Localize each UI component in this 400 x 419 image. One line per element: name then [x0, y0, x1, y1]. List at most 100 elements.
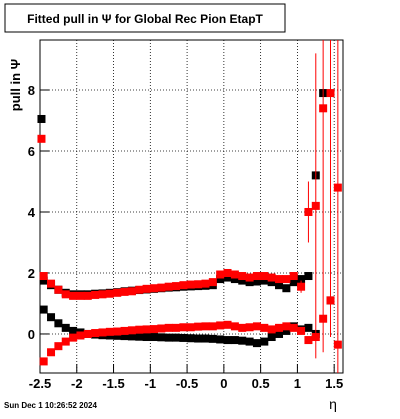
y-tick-label: 6 — [28, 144, 35, 159]
marker — [223, 273, 232, 282]
marker — [98, 290, 107, 299]
marker — [127, 287, 136, 296]
x-tick-label: 1 — [294, 376, 301, 391]
marker — [326, 296, 335, 305]
marker — [120, 332, 129, 341]
marker — [319, 104, 328, 113]
marker — [164, 323, 173, 332]
marker — [267, 333, 276, 342]
marker — [326, 89, 335, 98]
marker — [304, 272, 313, 281]
marker — [275, 281, 284, 290]
chart-title: Fitted pull in Ψ for Global Rec Pion Eta… — [27, 12, 263, 26]
marker — [252, 339, 261, 348]
marker — [61, 290, 70, 299]
marker — [142, 325, 151, 334]
marker — [245, 278, 254, 287]
y-tick-label: 4 — [28, 205, 36, 220]
marker — [275, 323, 284, 332]
marker — [252, 322, 261, 331]
marker — [238, 336, 247, 345]
marker — [282, 275, 291, 284]
marker — [105, 289, 114, 298]
marker — [267, 325, 276, 334]
marker — [238, 323, 247, 332]
marker — [289, 272, 298, 281]
marker — [135, 332, 144, 341]
marker — [311, 333, 320, 342]
marker — [164, 333, 173, 342]
marker — [54, 342, 63, 351]
x-tick-label: -1 — [145, 376, 157, 391]
marker — [208, 322, 217, 331]
x-tick-label: -1.5 — [102, 376, 124, 391]
marker — [157, 283, 166, 292]
marker — [179, 323, 188, 332]
marker — [69, 326, 78, 335]
marker — [179, 333, 188, 342]
marker — [245, 337, 254, 346]
marker — [186, 334, 195, 343]
title-box — [4, 3, 286, 33]
marker — [230, 275, 239, 284]
marker — [105, 327, 114, 336]
marker — [297, 326, 306, 335]
marker — [69, 333, 78, 342]
marker — [208, 278, 217, 287]
marker — [113, 327, 122, 336]
marker — [289, 323, 298, 332]
marker — [47, 313, 56, 322]
marker — [61, 323, 70, 332]
marker — [230, 270, 239, 279]
x-tick-label: 1.5 — [325, 376, 343, 391]
marker — [142, 284, 151, 293]
marker — [69, 291, 78, 300]
marker — [333, 183, 342, 192]
marker — [39, 272, 48, 281]
marker — [245, 323, 254, 332]
marker — [319, 314, 328, 323]
marker — [297, 282, 306, 291]
marker — [216, 275, 225, 284]
marker — [172, 282, 181, 291]
marker — [76, 331, 85, 340]
marker — [238, 272, 247, 281]
marker — [230, 336, 239, 345]
marker — [54, 285, 63, 294]
marker — [282, 322, 291, 331]
marker — [157, 333, 166, 342]
marker — [201, 322, 210, 331]
footer-date: Sun Dec 1 10:26:52 2024 — [4, 401, 97, 410]
marker — [157, 324, 166, 333]
marker — [39, 357, 48, 366]
x-axis-label: η — [329, 396, 337, 412]
marker — [39, 276, 48, 285]
marker — [260, 272, 269, 281]
marker — [135, 325, 144, 334]
marker — [201, 334, 210, 343]
marker — [186, 323, 195, 332]
marker — [216, 335, 225, 344]
y-tick-label: 2 — [28, 266, 35, 281]
marker — [113, 288, 122, 297]
marker — [142, 333, 151, 342]
marker — [127, 326, 136, 335]
marker — [135, 285, 144, 294]
marker — [289, 278, 298, 287]
marker — [252, 272, 261, 281]
x-tick-label: -0.5 — [176, 376, 198, 391]
marker — [275, 329, 284, 338]
marker — [267, 273, 276, 282]
marker — [216, 321, 225, 330]
marker — [172, 333, 181, 342]
marker — [208, 334, 217, 343]
marker — [149, 333, 158, 342]
marker — [186, 280, 195, 289]
plot-frame — [39, 39, 344, 374]
marker — [37, 114, 46, 123]
marker — [39, 305, 48, 314]
marker — [54, 319, 63, 328]
marker — [260, 337, 269, 346]
y-tick-label: 8 — [28, 83, 35, 98]
marker — [333, 340, 342, 349]
